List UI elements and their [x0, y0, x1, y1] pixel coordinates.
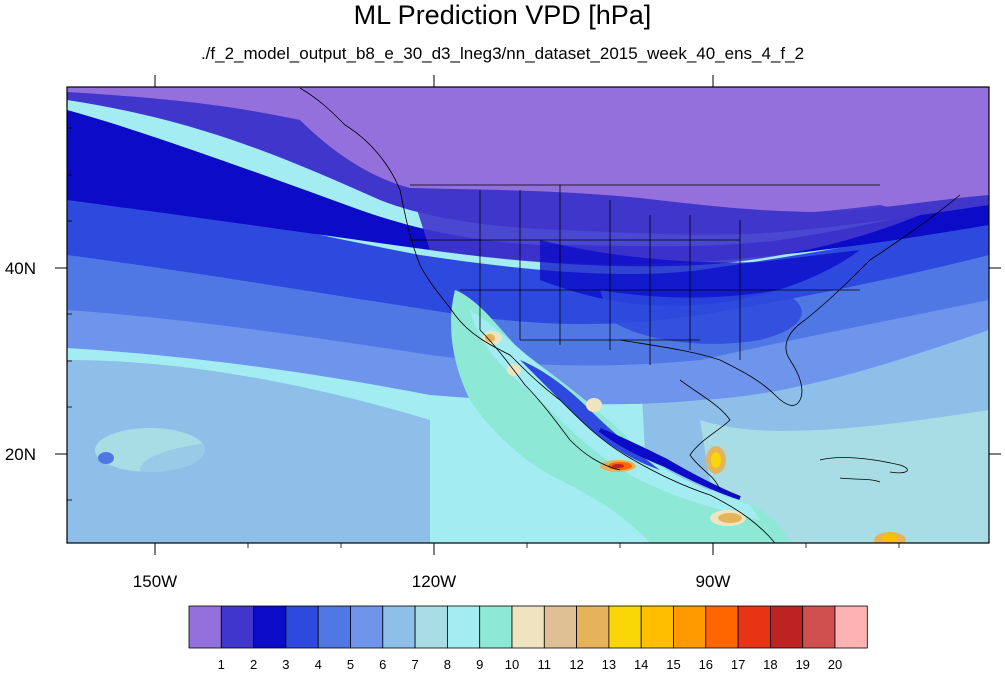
- colorbar-label: 9: [476, 657, 483, 672]
- colorbar-swatch: [317, 605, 351, 649]
- lon-label: 150W: [133, 572, 177, 591]
- colorbar-label: 20: [828, 657, 842, 672]
- colorbar-label: 3: [282, 657, 289, 672]
- colorbar-swatch: [802, 605, 836, 649]
- colorbar-swatch: [737, 605, 771, 649]
- colorbar: 1 2 3 4 5 6 7 8 9 10 11 12 13 14 15 16 17 18 19 20: [188, 605, 868, 672]
- colorbar-swatch: [446, 605, 481, 649]
- colorbar-label: 17: [731, 657, 745, 672]
- colorbar-label: 2: [250, 657, 257, 672]
- colorbar-label: 13: [602, 657, 616, 672]
- colorbar-swatch: [576, 605, 610, 649]
- map-subtitle: ./f_2_model_output_b8_e_30_d3_lneg3/nn_d…: [200, 44, 805, 63]
- colorbar-swatch: [479, 605, 513, 649]
- coastlines: [299, 87, 961, 543]
- colorbar-label: 4: [315, 657, 322, 672]
- colorbar-swatch: [382, 605, 416, 649]
- colorbar-label: 10: [505, 657, 519, 672]
- map-title: ML Prediction VPD [hPa]: [353, 0, 652, 30]
- lat-label: 20N: [5, 445, 36, 464]
- tick-marks: [55, 75, 1001, 555]
- colorbar-label: 1: [218, 657, 225, 672]
- lon-label: 90W: [696, 572, 731, 591]
- colorbar-label: 8: [444, 657, 451, 672]
- colorbar-swatch: [834, 605, 868, 649]
- colorbar-swatch: [640, 605, 674, 649]
- colorbar-swatch: [511, 605, 545, 649]
- colorbar-label: 16: [699, 657, 713, 672]
- colorbar-label: 12: [569, 657, 583, 672]
- colorbar-swatch: [705, 605, 739, 649]
- colorbar-swatch: [673, 605, 707, 649]
- colorbar-swatch: [285, 605, 319, 649]
- colorbar-swatch: [220, 605, 255, 649]
- colorbar-label: 18: [763, 657, 777, 672]
- colorbar-label: 19: [795, 657, 809, 672]
- lat-label: 40N: [5, 259, 36, 278]
- map-frame: [66, 86, 990, 544]
- colorbar-swatch: [350, 605, 384, 649]
- colorbar-label: 5: [347, 657, 354, 672]
- colorbar-swatch: [253, 605, 287, 649]
- vpd-field: [67, 87, 989, 543]
- colorbar-swatch: [543, 605, 577, 649]
- colorbar-label: 11: [538, 657, 552, 672]
- colorbar-swatch: [414, 605, 448, 649]
- colorbar-label: 6: [379, 657, 386, 672]
- colorbar-label: 15: [666, 657, 680, 672]
- colorbar-label: 14: [634, 657, 648, 672]
- lon-label: 120W: [412, 572, 456, 591]
- colorbar-swatch: [608, 605, 642, 649]
- colorbar-swatch: [770, 605, 804, 649]
- colorbar-label: 7: [411, 657, 418, 672]
- colorbar-swatch: [188, 605, 222, 649]
